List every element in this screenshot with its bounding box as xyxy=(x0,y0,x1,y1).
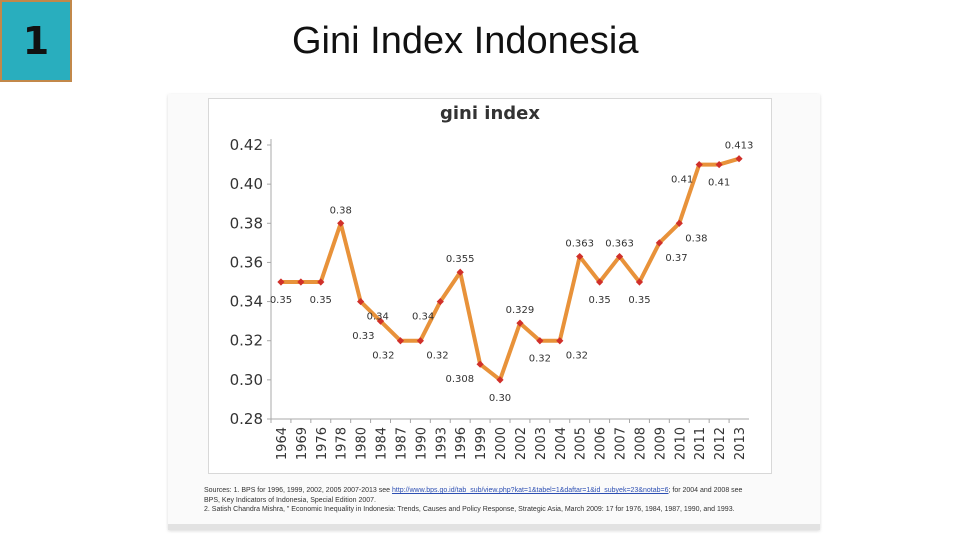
data-point-2013 xyxy=(735,155,743,163)
x-tick-label: 1969 xyxy=(295,427,310,460)
x-tick-label: 1993 xyxy=(434,427,449,460)
data-label: 0.308 xyxy=(445,374,474,385)
x-tick-label: 2002 xyxy=(514,427,529,460)
data-point-1980 xyxy=(357,297,365,306)
data-label: 0.32 xyxy=(426,351,448,362)
data-point-2003 xyxy=(536,337,544,345)
data-label: 0.32 xyxy=(529,354,551,365)
gini-line-chart: 0.42 0.40 0.38 0.36 0.34 0.32 0.30 0.28 1964 1969… xyxy=(230,136,754,460)
chart-image-panel: gini index 0.42 0.40 0.38 0.36 0.34 0.32 0.30 0… xyxy=(168,94,820,530)
slide-number-badge: 1 xyxy=(0,0,72,82)
data-point-2000 xyxy=(496,376,504,384)
x-tick-label: 2012 xyxy=(713,427,728,460)
y-tick-label: 0.42 xyxy=(230,136,263,154)
x-tick-label: 2010 xyxy=(673,427,688,460)
x-tick-label: 2008 xyxy=(633,427,648,460)
data-point-1976 xyxy=(317,278,325,286)
x-tick-label: 1978 xyxy=(335,427,350,460)
data-label: 0.35 xyxy=(588,295,610,306)
x-tick-label: 1976 xyxy=(315,427,330,460)
data-label: 0.34 xyxy=(367,312,389,323)
x-tick-label: 1984 xyxy=(375,427,390,460)
data-label: 0.30 xyxy=(489,393,511,404)
x-tick-label: 2004 xyxy=(554,427,569,460)
data-point-2004 xyxy=(556,337,564,345)
y-tick-label: 0.36 xyxy=(230,253,263,271)
data-point-1990 xyxy=(416,337,424,345)
x-tick-label: 1987 xyxy=(394,427,409,460)
data-label: 0.329 xyxy=(506,305,535,316)
data-label: 0.35 xyxy=(628,295,650,306)
x-tick-label: 1964 xyxy=(275,427,290,460)
x-tick-label: 2011 xyxy=(693,427,708,460)
data-point-2002 xyxy=(516,319,524,327)
chart-title: gini index xyxy=(440,103,540,124)
series-line xyxy=(280,156,740,382)
x-tick-label: 1990 xyxy=(414,427,429,460)
x-tick-label: 2007 xyxy=(614,427,629,460)
data-label: 0.32 xyxy=(566,351,588,362)
data-label: 0.41 xyxy=(708,178,730,189)
data-label: 0.355 xyxy=(446,254,475,265)
x-tick-label: 2006 xyxy=(594,427,609,460)
data-point-1969 xyxy=(297,278,305,286)
data-label: 0.35 xyxy=(310,295,332,306)
sources-note: Sources: 1. BPS for 1996, 1999, 2002, 20… xyxy=(204,486,794,515)
data-point-2005 xyxy=(576,252,584,261)
x-tick-label: 2000 xyxy=(494,427,509,460)
data-point-2010 xyxy=(675,219,683,227)
data-label: 0.37 xyxy=(665,253,687,264)
data-label: 0.33 xyxy=(352,331,374,342)
x-tick-label: 1980 xyxy=(355,427,370,460)
sources-line-1: Sources: 1. BPS for 1996, 1999, 2002, 20… xyxy=(204,486,794,496)
x-tick-label: 2013 xyxy=(733,427,748,460)
data-label: 0.38 xyxy=(685,233,707,244)
data-label: 0.34 xyxy=(412,312,434,323)
data-label: 0.35 xyxy=(270,295,292,306)
x-tick-label: 2005 xyxy=(574,427,589,460)
data-label: 0.41 xyxy=(671,175,693,186)
x-tick-label: 1996 xyxy=(454,427,469,460)
sources-line-1-prefix: Sources: 1. BPS for 1996, 1999, 2002, 20… xyxy=(204,487,392,494)
sources-line-3: 2. Satish Chandra Mishra, " Economic Ine… xyxy=(204,506,735,513)
y-tick-label: 0.30 xyxy=(230,371,263,389)
data-point-2008 xyxy=(635,278,644,286)
data-point-2011 xyxy=(695,160,703,169)
slide-title: Gini Index Indonesia xyxy=(292,20,639,62)
data-label: 0.363 xyxy=(565,239,594,250)
y-tick-label: 0.38 xyxy=(230,214,263,232)
sources-line-1-suffix: ; for 2004 and 2008 see xyxy=(668,487,743,494)
data-point-1964 xyxy=(277,278,285,286)
x-tick-label: 2009 xyxy=(653,427,668,460)
data-point-2006 xyxy=(596,278,604,286)
x-tick-label: 2003 xyxy=(534,427,549,460)
y-tick-label: 0.28 xyxy=(230,410,263,428)
y-tick-label: 0.34 xyxy=(230,293,263,311)
y-tick-label: 0.32 xyxy=(230,332,263,350)
sources-line-2: BPS, Key Indicators of Indonesia, Specia… xyxy=(204,496,376,504)
y-tick-label: 0.40 xyxy=(230,175,263,193)
data-point-1999 xyxy=(476,360,484,368)
panel-bottom-strip xyxy=(168,524,820,530)
data-label: 0.413 xyxy=(725,141,754,152)
data-point-2007 xyxy=(615,252,624,261)
data-point-2009 xyxy=(655,239,663,247)
slide-number: 1 xyxy=(22,19,50,63)
data-label: 0.38 xyxy=(330,205,352,216)
sources-bps-link[interactable]: http://www.bps.go.id/tab_sub/view.php?ka… xyxy=(391,487,669,494)
data-label: 0.32 xyxy=(372,351,394,362)
x-tick-label: 1999 xyxy=(474,427,489,460)
chart-frame: gini index 0.42 0.40 0.38 0.36 0.34 0.32 0.30 0… xyxy=(208,98,772,474)
data-label: 0.363 xyxy=(605,239,634,250)
